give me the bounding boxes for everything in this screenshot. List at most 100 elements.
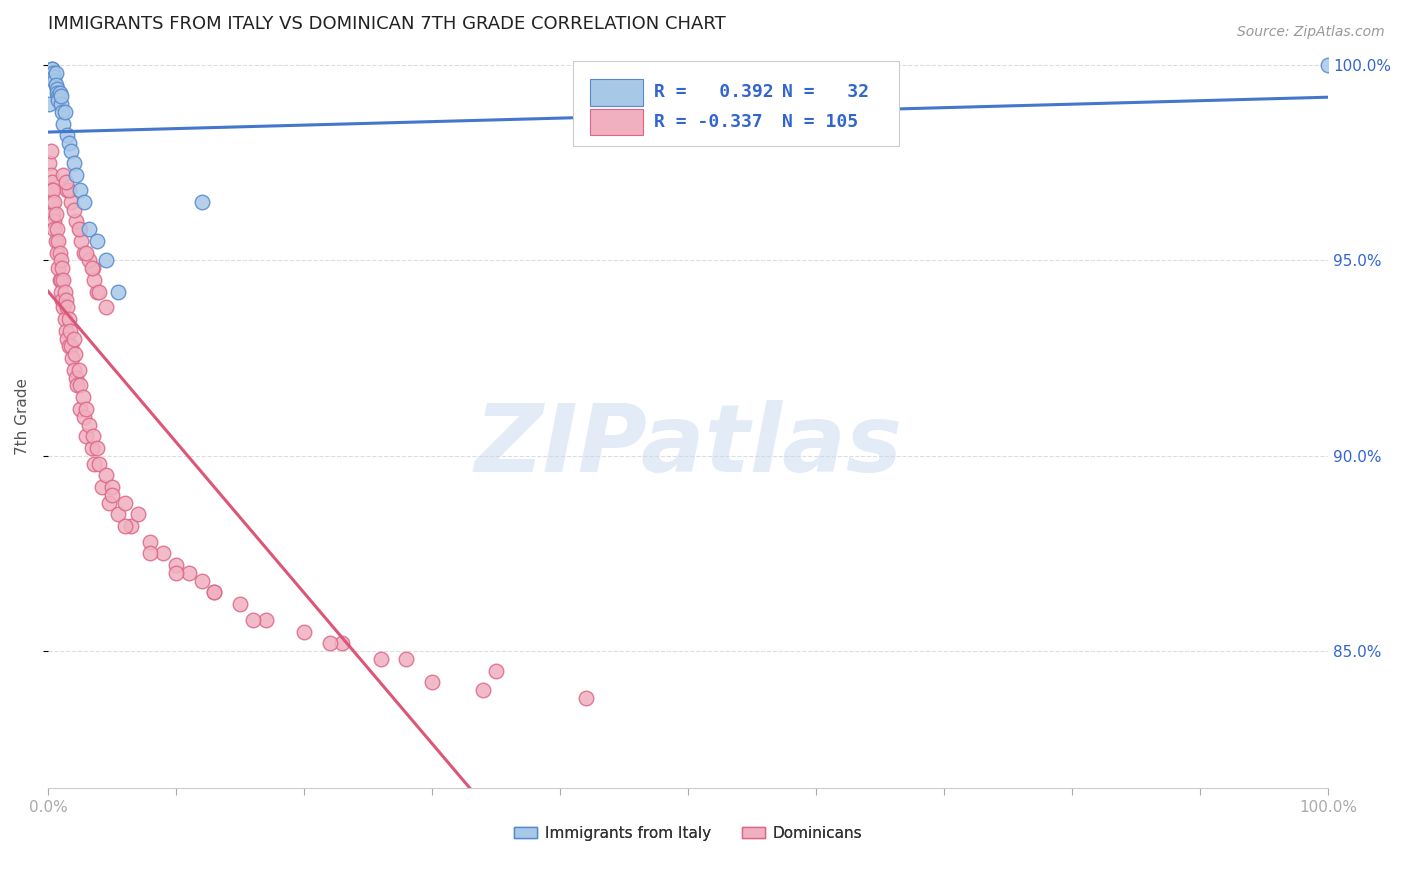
Point bbox=[98, 495, 121, 509]
Point bbox=[177, 566, 200, 580]
Point bbox=[45, 206, 67, 220]
Point bbox=[60, 144, 83, 158]
Point bbox=[56, 128, 79, 143]
Point bbox=[45, 234, 67, 248]
Point bbox=[46, 245, 69, 260]
Point bbox=[165, 566, 187, 580]
Point bbox=[55, 324, 77, 338]
Point bbox=[65, 370, 87, 384]
Point bbox=[65, 168, 87, 182]
Point bbox=[48, 273, 70, 287]
Point bbox=[204, 585, 226, 599]
Point bbox=[395, 652, 418, 666]
Point bbox=[229, 597, 252, 611]
Point bbox=[139, 534, 162, 549]
Point bbox=[38, 156, 60, 170]
Point bbox=[58, 312, 80, 326]
Point bbox=[55, 293, 77, 307]
Point bbox=[420, 675, 443, 690]
Point bbox=[72, 390, 94, 404]
Point bbox=[63, 347, 86, 361]
Point bbox=[107, 508, 129, 522]
Point bbox=[44, 214, 66, 228]
Point bbox=[58, 136, 80, 151]
Point bbox=[56, 301, 79, 315]
Point bbox=[53, 312, 76, 326]
Point bbox=[86, 234, 108, 248]
Point bbox=[38, 97, 60, 112]
Point bbox=[41, 62, 63, 76]
FancyBboxPatch shape bbox=[589, 109, 644, 136]
Point bbox=[44, 222, 66, 236]
Point bbox=[94, 253, 117, 268]
Point bbox=[46, 222, 69, 236]
Legend: Immigrants from Italy, Dominicans: Immigrants from Italy, Dominicans bbox=[509, 820, 868, 847]
Point bbox=[204, 585, 226, 599]
Point bbox=[56, 332, 79, 346]
Point bbox=[51, 261, 73, 276]
Point bbox=[59, 324, 82, 338]
Point bbox=[101, 480, 124, 494]
Point bbox=[254, 613, 277, 627]
Point bbox=[62, 363, 84, 377]
Point bbox=[48, 245, 70, 260]
FancyBboxPatch shape bbox=[589, 79, 644, 106]
Point bbox=[53, 105, 76, 120]
Point bbox=[190, 574, 212, 588]
Point bbox=[83, 273, 105, 287]
Point bbox=[114, 519, 136, 533]
Point bbox=[82, 261, 104, 276]
Point bbox=[86, 441, 108, 455]
Point bbox=[49, 97, 72, 112]
Point bbox=[66, 378, 89, 392]
Point bbox=[44, 194, 66, 209]
Point bbox=[46, 93, 69, 107]
Point bbox=[52, 117, 75, 131]
Point bbox=[485, 664, 508, 678]
Point bbox=[42, 66, 65, 80]
Point bbox=[62, 332, 84, 346]
Text: R = -0.337: R = -0.337 bbox=[654, 113, 762, 131]
Point bbox=[46, 86, 69, 100]
Point bbox=[41, 183, 63, 197]
Point bbox=[51, 105, 73, 120]
Text: IMMIGRANTS FROM ITALY VS DOMINICAN 7TH GRADE CORRELATION CHART: IMMIGRANTS FROM ITALY VS DOMINICAN 7TH G… bbox=[48, 15, 725, 33]
Point bbox=[127, 508, 149, 522]
Point bbox=[41, 62, 63, 76]
Point bbox=[69, 183, 91, 197]
Point bbox=[49, 253, 72, 268]
Point bbox=[82, 429, 104, 443]
Point bbox=[77, 253, 100, 268]
Point bbox=[62, 156, 84, 170]
Point bbox=[120, 519, 142, 533]
Point bbox=[41, 194, 63, 209]
Point bbox=[44, 70, 66, 84]
Point bbox=[48, 86, 70, 100]
Point bbox=[332, 636, 354, 650]
Point bbox=[292, 624, 315, 639]
Point bbox=[46, 234, 69, 248]
Point bbox=[53, 285, 76, 299]
Point bbox=[370, 652, 392, 666]
Point bbox=[152, 546, 174, 560]
Point bbox=[67, 363, 90, 377]
Point bbox=[58, 339, 80, 353]
Point bbox=[46, 89, 69, 103]
Text: N =   32: N = 32 bbox=[782, 84, 869, 102]
Point bbox=[75, 429, 97, 443]
Point bbox=[80, 441, 103, 455]
Point bbox=[49, 273, 72, 287]
Text: N = 105: N = 105 bbox=[782, 113, 858, 131]
Point bbox=[52, 273, 75, 287]
Point bbox=[62, 202, 84, 217]
Point bbox=[45, 78, 67, 92]
Point bbox=[55, 175, 77, 189]
Point bbox=[39, 144, 62, 158]
Point bbox=[75, 245, 97, 260]
Point bbox=[49, 285, 72, 299]
Point bbox=[318, 636, 340, 650]
Point bbox=[86, 285, 108, 299]
Point bbox=[75, 401, 97, 416]
Point bbox=[139, 546, 162, 560]
Point bbox=[60, 339, 83, 353]
